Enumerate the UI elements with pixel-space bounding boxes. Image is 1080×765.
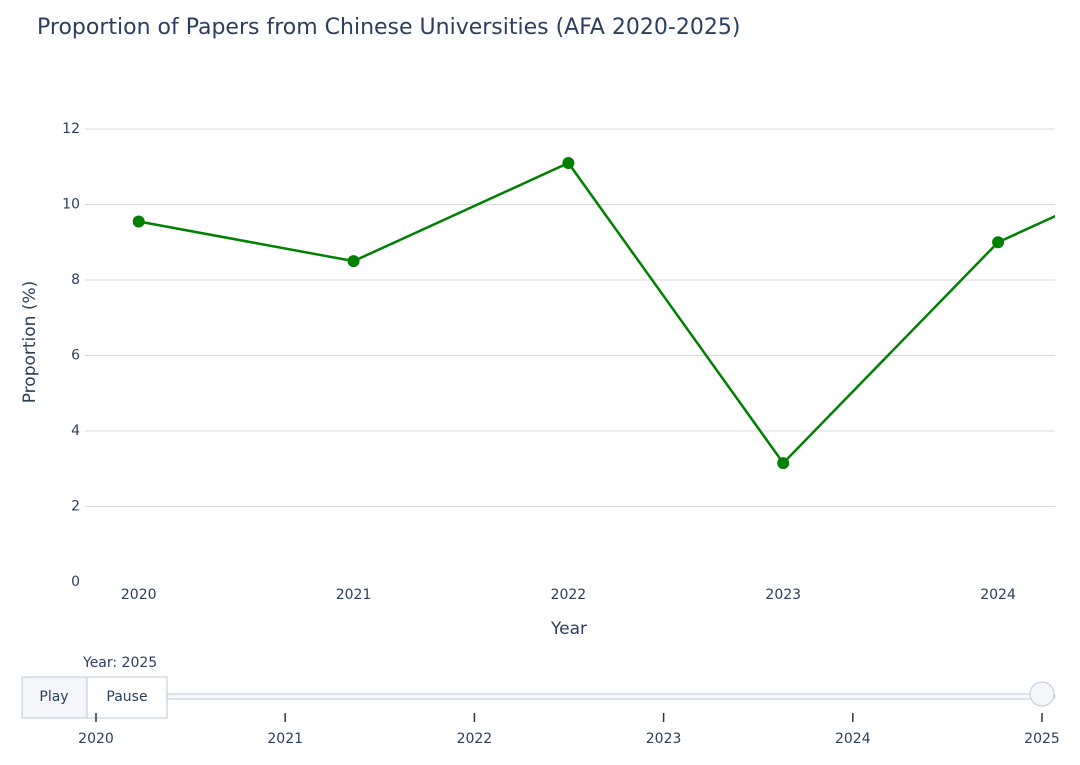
play-label[interactable]: Play [39,689,68,705]
y-tick-label: 0 [71,574,80,590]
slider-label: Year: 2025 [82,655,157,671]
y-axis-title: Proportion (%) [20,281,40,404]
pause-label[interactable]: Pause [106,689,147,705]
x-tick-label: 2021 [336,587,372,603]
y-tick-label: 12 [62,121,80,137]
y-tick-label: 8 [71,272,80,288]
slider-step-label[interactable]: 2020 [78,731,114,747]
marker [132,215,145,228]
marker [777,457,790,470]
slider-track[interactable] [166,693,1056,700]
slider-step-label[interactable]: 2025 [1024,731,1060,747]
marker [992,236,1005,249]
marker [562,156,575,169]
slider-step-label[interactable]: 2024 [835,731,871,747]
slider-step-label[interactable]: 2022 [457,731,493,747]
x-tick-label: 2024 [980,587,1016,603]
x-tick-label: 2023 [765,587,801,603]
play-button[interactable] [21,676,88,719]
plot-area [132,156,1055,470]
slider-step-label[interactable]: 2021 [267,731,303,747]
y-tick-label: 10 [62,197,80,213]
y-tick-label: 2 [71,499,80,515]
x-axis-title: Year [550,619,587,639]
y-tick-label: 6 [71,348,80,364]
marker [347,255,360,268]
chart-title: Proportion of Papers from Chinese Univer… [37,15,740,40]
x-tick-label: 2020 [121,587,157,603]
x-tick-label: 2022 [551,587,587,603]
line [138,161,1055,466]
slider-knob[interactable] [1029,681,1055,707]
y-tick-label: 4 [71,423,80,439]
slider-step-label[interactable]: 2023 [646,731,682,747]
